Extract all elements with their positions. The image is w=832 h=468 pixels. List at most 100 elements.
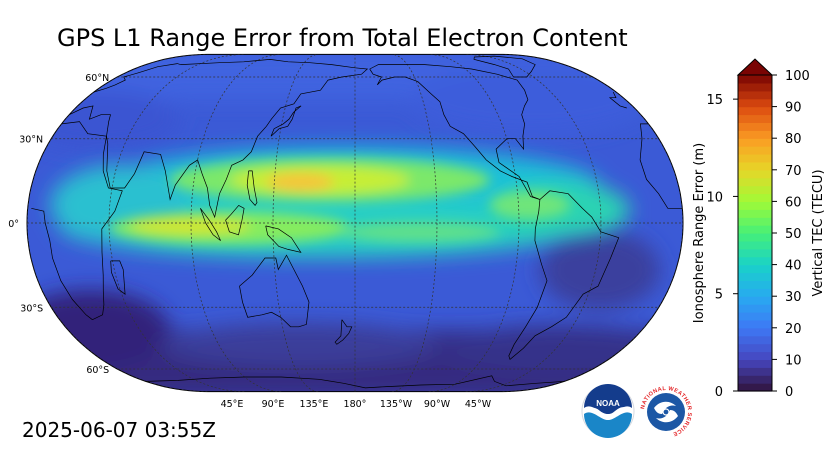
colorbar-band bbox=[738, 233, 772, 242]
coastline bbox=[110, 260, 126, 295]
graticule-meridian bbox=[108, 54, 245, 392]
coastline bbox=[93, 63, 627, 109]
colorbar-band bbox=[738, 280, 772, 289]
colorbar-band bbox=[738, 319, 772, 329]
colorbar-band bbox=[738, 304, 772, 313]
colorbar-band bbox=[738, 351, 772, 360]
timestamp: 2025-06-07 03:55Z bbox=[22, 418, 216, 442]
colorbar-band bbox=[738, 177, 772, 187]
colorbar-band bbox=[738, 161, 772, 171]
colorbar-right-tick-label: 80 bbox=[785, 132, 802, 147]
colorbar-band bbox=[738, 335, 772, 345]
colorbar-right-tick-label: 20 bbox=[785, 322, 802, 337]
longitude-label: 180° bbox=[344, 399, 367, 410]
graticule-meridian bbox=[27, 54, 208, 392]
colorbar-band bbox=[738, 90, 772, 100]
agency-logos: NOAA NATIONAL WEATHER SERVICE bbox=[581, 384, 692, 438]
colorbar-right-tick-label: 30 bbox=[785, 290, 802, 305]
colorbar-right-tick-label: 60 bbox=[785, 195, 802, 210]
coastline bbox=[61, 121, 123, 321]
colorbar-band bbox=[738, 296, 772, 305]
colorbar-left-tick-label: 15 bbox=[706, 93, 723, 108]
colorbar-right-tick-label: 40 bbox=[785, 259, 802, 274]
colorbar-band bbox=[738, 122, 772, 131]
colorbar-band bbox=[738, 154, 772, 163]
colorbar-band bbox=[738, 209, 772, 218]
colorbar-left-tick-label: 5 bbox=[715, 288, 723, 303]
graticule bbox=[27, 54, 683, 392]
chart-title: GPS L1 Range Error from Total Electron C… bbox=[57, 24, 628, 52]
coastline bbox=[31, 207, 93, 320]
coastline bbox=[69, 59, 369, 219]
coastlines bbox=[31, 55, 683, 389]
coastline bbox=[270, 105, 302, 137]
longitude-label: 90°W bbox=[424, 399, 451, 410]
colorbar-band bbox=[738, 248, 772, 258]
colorbar-left-axis: 0 5 10 15 bbox=[706, 93, 738, 400]
nws-logo: NATIONAL WEATHER SERVICE bbox=[640, 386, 692, 438]
colorbar-right-tick-label: 0 bbox=[785, 385, 793, 400]
longitude-label: 135°E bbox=[300, 399, 329, 410]
coastline bbox=[473, 55, 536, 78]
longitude-label: 45°E bbox=[221, 399, 244, 410]
coastline bbox=[334, 319, 353, 345]
colorbar-band bbox=[738, 256, 772, 266]
latitude-label: 0° bbox=[8, 219, 19, 230]
colorbar-band bbox=[738, 288, 772, 297]
latitude-label: 60°S bbox=[86, 365, 109, 376]
colorbar-right-tick-label: 10 bbox=[785, 353, 802, 368]
latitude-label: 30°N bbox=[19, 135, 43, 146]
noaa-logo: NOAA bbox=[581, 384, 635, 438]
colorbar-band bbox=[738, 359, 772, 368]
colorbar-band bbox=[738, 225, 772, 234]
longitude-labels: 45°E 90°E 135°E 180° 135°W 90°W 45°W bbox=[221, 399, 492, 410]
colorbar-left-tick-label: 10 bbox=[706, 190, 723, 205]
graticule-meridian bbox=[391, 54, 438, 392]
colorbar-band bbox=[738, 98, 772, 108]
colorbar-band bbox=[738, 272, 772, 281]
longitude-label: 135°W bbox=[380, 399, 413, 410]
coastline bbox=[246, 170, 258, 206]
colorbar-band bbox=[738, 75, 772, 84]
colorbar-band bbox=[738, 106, 772, 116]
colorbar-band bbox=[738, 169, 772, 179]
colorbar-left-tick-label: 0 bbox=[715, 385, 723, 400]
colorbar-band bbox=[738, 343, 772, 353]
colorbar-band bbox=[738, 217, 772, 226]
colorbar-right-tick-label: 70 bbox=[785, 164, 802, 179]
colorbar-bands bbox=[738, 75, 772, 392]
colorbar-right-axis: 0 10 20 30 40 50 60 70 80 90 100 bbox=[772, 69, 810, 400]
colorbar-band bbox=[738, 130, 772, 139]
colorbar-band bbox=[738, 367, 772, 376]
colorbar-right-title: Vertical TEC (TECU) bbox=[811, 169, 826, 296]
coastline bbox=[265, 225, 302, 253]
colorbar-band bbox=[738, 146, 772, 155]
colorbar-band bbox=[738, 114, 772, 123]
colorbar-band bbox=[738, 383, 772, 392]
colorbar-band bbox=[738, 201, 772, 210]
colorbar-band bbox=[738, 264, 772, 274]
colorbar-band bbox=[738, 240, 772, 250]
graticule-meridian bbox=[465, 54, 602, 392]
noaa-logo-text: NOAA bbox=[596, 399, 620, 408]
coastline bbox=[639, 123, 683, 209]
colorbar-right-tick-label: 90 bbox=[785, 101, 802, 116]
coastline bbox=[369, 64, 541, 200]
colorbar-left-title: Ionosphere Range Error (m) bbox=[692, 143, 707, 323]
coastline bbox=[508, 190, 620, 360]
coastline bbox=[225, 204, 245, 236]
colorbar-band bbox=[738, 138, 772, 147]
colorbar-band bbox=[738, 312, 772, 321]
colorbar-band bbox=[738, 375, 772, 384]
longitude-label: 90°E bbox=[262, 399, 285, 410]
colorbar-extend-arrow bbox=[736, 58, 774, 76]
longitude-label: 45°W bbox=[465, 399, 492, 410]
colorbar-band bbox=[738, 193, 772, 202]
colorbar-right-tick-label: 100 bbox=[785, 69, 810, 84]
latitude-label: 60°N bbox=[85, 73, 109, 84]
latitude-labels: 60°N 30°N 0° 30°S 60°S bbox=[8, 73, 109, 376]
colorbar-band bbox=[738, 185, 772, 195]
coastline bbox=[239, 254, 310, 328]
